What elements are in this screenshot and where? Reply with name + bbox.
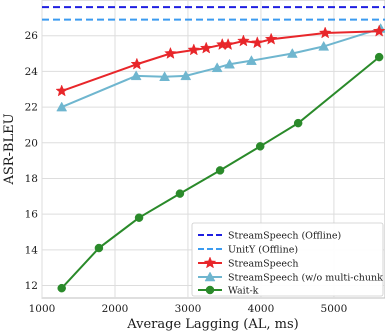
data-point [175, 189, 185, 198]
data-point [293, 118, 303, 128]
legend-label-unity-offline: UnitY (Offline) [228, 245, 298, 256]
legend-label-streamspeech-offline: StreamSpeech (Offline) [228, 231, 341, 242]
y-axis-label: ASR-BLEU [2, 113, 17, 185]
legend-marker-streamspeech [203, 256, 217, 269]
legend-label-streamspeech: StreamSpeech [228, 259, 298, 270]
data-point [286, 48, 298, 58]
data-point [250, 36, 264, 49]
data-point [221, 37, 235, 51]
data-point [180, 70, 192, 81]
data-point [255, 142, 265, 151]
y-tick-label: 22 [25, 102, 38, 114]
series-1 [56, 23, 385, 112]
x-axis-label: Average Lagging (AL, ms) [126, 317, 298, 332]
x-tick-label: 5000 [321, 303, 348, 315]
data-point [372, 24, 385, 37]
legend-label-wait-k: Wait-k [228, 286, 259, 297]
data-point [57, 283, 66, 293]
y-tick-label: 24 [25, 66, 39, 78]
data-point [211, 62, 223, 73]
data-point [55, 84, 69, 97]
x-tick-label: 3000 [175, 303, 202, 315]
y-tick-label: 26 [25, 30, 39, 42]
series-0 [55, 24, 385, 97]
y-tick-label: 12 [25, 280, 38, 292]
data-point [205, 285, 215, 295]
legend-box [191, 222, 384, 297]
x-tick-labels: 1000 2000 3000 4000 5000 [29, 303, 348, 315]
y-tick-label: 16 [25, 209, 39, 221]
data-point [224, 58, 235, 69]
data-point [318, 26, 332, 39]
legend-label-streamspeech-wo-multichunk: StreamSpeech (w/o multi-chunk training) [228, 273, 385, 284]
data-point [246, 55, 257, 65]
data-point [318, 40, 330, 51]
legend-marker-wait-k [205, 285, 215, 295]
y-tick-labels: 12 14 16 18 20 22 24 26 [25, 30, 39, 292]
data-point [94, 243, 104, 253]
data-point [374, 52, 384, 62]
series-line [60, 56, 380, 289]
data-point [264, 32, 278, 45]
y-tick-label: 20 [25, 137, 38, 149]
data-point [237, 34, 250, 47]
reference-lines [42, 6, 385, 21]
data-point [204, 271, 216, 282]
series-line [61, 27, 381, 108]
x-tick-label: 2000 [102, 303, 129, 315]
data-point [130, 57, 144, 70]
series-2 [57, 52, 384, 293]
data-point [199, 41, 213, 54]
data-point [164, 46, 177, 59]
data-point [215, 166, 225, 175]
data-point [203, 256, 217, 269]
data-point [56, 101, 68, 112]
legend: StreamSpeech (Offline) UnitY (Offline) S… [191, 222, 385, 297]
y-tick-label: 14 [25, 244, 39, 256]
data-point [130, 70, 142, 81]
x-tick-label: 1000 [29, 303, 56, 315]
x-tick-label: 4000 [248, 303, 275, 315]
y-tick-label: 18 [25, 173, 38, 185]
data-point [187, 43, 201, 56]
series-layer [55, 23, 385, 293]
data-point [159, 71, 171, 81]
legend-marker-streamspeech-wo-multichunk [204, 271, 216, 282]
data-point [134, 213, 144, 222]
